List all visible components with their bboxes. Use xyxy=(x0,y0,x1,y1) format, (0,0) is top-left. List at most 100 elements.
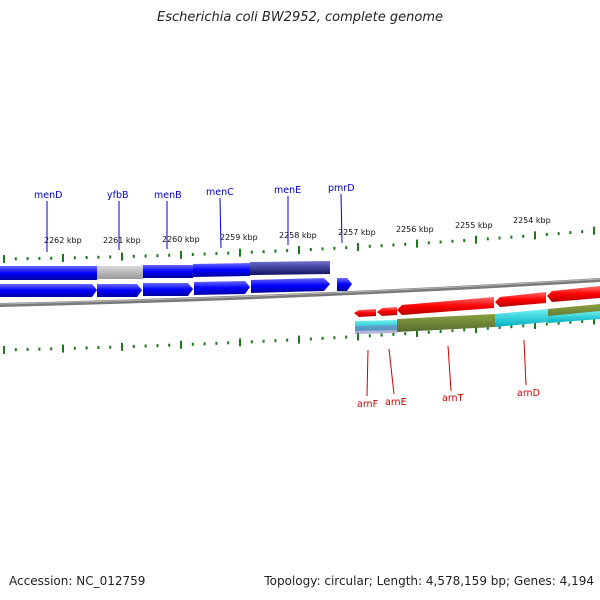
gene-block-arnt[interactable] xyxy=(397,314,495,332)
scale-tick xyxy=(522,234,525,238)
scale-tick xyxy=(3,254,5,263)
gene-block-mend[interactable] xyxy=(0,266,97,280)
tick-label: 2260 kbp xyxy=(162,235,200,244)
tick-labels: 2262 kbp 2261 kbp 2260 kbp 2259 kbp 2258… xyxy=(44,216,551,245)
gene-block-mene[interactable] xyxy=(250,261,330,275)
scale-tick xyxy=(203,252,206,256)
scale-tick xyxy=(486,237,489,241)
scale-tick xyxy=(50,256,53,260)
scale-tick xyxy=(121,342,123,351)
scale-tick xyxy=(569,231,572,235)
scale-tick xyxy=(569,320,572,324)
scale-tick xyxy=(439,329,442,333)
scale-tick xyxy=(498,326,501,330)
gene-arrow-arnd[interactable] xyxy=(495,292,546,307)
scale-tick xyxy=(427,330,430,334)
scale-tick xyxy=(475,325,477,334)
gene-label-yfbb[interactable]: yfbB xyxy=(107,190,129,201)
scale-tick xyxy=(250,250,253,254)
tick-label: 2254 kbp xyxy=(513,216,551,225)
gene-label-arnd[interactable]: arnD xyxy=(517,388,540,399)
gene-label-arnt[interactable]: arnT xyxy=(442,393,464,404)
scale-tick xyxy=(557,232,560,236)
scale-tick xyxy=(262,250,265,254)
scale-tick xyxy=(239,248,241,257)
gene-arrow-arnt[interactable] xyxy=(397,297,494,315)
scale-tick xyxy=(50,347,53,351)
gene-arrow-arnf[interactable] xyxy=(354,309,376,317)
gene-arrow-right[interactable] xyxy=(547,286,600,302)
gene-block-yfbb[interactable] xyxy=(97,266,143,279)
scale-tick xyxy=(85,346,88,350)
scale-tick xyxy=(121,252,123,261)
scale-tick xyxy=(439,240,442,244)
gene-arrow-mene[interactable] xyxy=(251,278,330,293)
scale-tick xyxy=(404,332,407,336)
scale-tick xyxy=(274,339,277,343)
topology-label: Topology: circular; Length: 4,578,159 bp… xyxy=(264,574,594,588)
scale-tick xyxy=(250,340,253,344)
scale-tick xyxy=(286,249,289,253)
scale-tick xyxy=(534,320,536,329)
tick-label: 2256 kbp xyxy=(396,225,434,234)
tick-label: 2261 kbp xyxy=(103,236,141,245)
scale-tick xyxy=(203,342,206,346)
scale-tick xyxy=(180,250,182,259)
gene-block-menb[interactable] xyxy=(143,265,193,278)
tick-label: 2257 kbp xyxy=(338,228,376,237)
gene-arrow-mend[interactable] xyxy=(0,284,97,297)
scale-tick xyxy=(191,342,194,346)
scale-tick xyxy=(132,254,135,258)
tick-row-bottom xyxy=(3,316,595,354)
scale-tick xyxy=(522,324,525,328)
scale-tick xyxy=(85,256,88,260)
scale-tick xyxy=(132,344,135,348)
scale-tick xyxy=(545,322,548,326)
gene-arrow-pmrd[interactable] xyxy=(337,278,352,291)
scale-tick xyxy=(321,336,324,340)
scale-tick xyxy=(298,335,300,344)
scale-tick xyxy=(545,232,548,236)
scale-tick xyxy=(368,244,371,248)
gene-label-arnf[interactable]: arnF xyxy=(357,399,378,410)
gene-arrow-arne[interactable] xyxy=(377,307,397,316)
scale-tick xyxy=(463,239,466,243)
scale-tick xyxy=(109,345,112,349)
gene-labels-reverse: arnF arnE arnT arnD xyxy=(357,339,540,410)
gene-label-arne[interactable]: arnE xyxy=(385,397,407,408)
gene-label-pmrd[interactable]: pmrD xyxy=(328,183,355,194)
scale-tick xyxy=(14,348,17,352)
gene-block-menc[interactable] xyxy=(193,263,250,277)
scale-tick xyxy=(333,246,336,250)
gene-arrow-menc[interactable] xyxy=(194,281,250,295)
scale-tick xyxy=(581,230,584,234)
scale-tick xyxy=(168,343,171,347)
gene-label-menc[interactable]: menC xyxy=(206,187,234,198)
scale-tick xyxy=(156,344,159,348)
gene-label-menb[interactable]: menB xyxy=(154,190,182,201)
scale-tick xyxy=(97,346,100,350)
scale-tick xyxy=(109,255,112,259)
tick-label: 2259 kbp xyxy=(220,233,258,242)
scale-tick xyxy=(309,337,312,341)
scale-tick xyxy=(262,339,265,343)
scale-tick xyxy=(14,257,17,261)
scale-tick xyxy=(380,244,383,248)
gene-arrow-yfbb[interactable] xyxy=(97,284,142,297)
gene-label-mend[interactable]: menD xyxy=(34,190,62,201)
accession-label: Accession: NC_012759 xyxy=(9,574,146,588)
gene-block-arnd[interactable] xyxy=(495,309,548,327)
scale-tick xyxy=(227,341,230,345)
gene-label-mene[interactable]: menE xyxy=(274,185,301,196)
scale-tick xyxy=(475,235,477,244)
tick-label: 2255 kbp xyxy=(455,221,493,230)
scale-tick xyxy=(156,254,159,258)
scale-tick xyxy=(3,345,5,354)
scale-tick xyxy=(180,340,182,349)
scale-tick xyxy=(97,255,100,259)
scale-tick xyxy=(510,235,513,239)
scale-tick xyxy=(73,256,76,260)
gene-arrow-menb[interactable] xyxy=(143,283,193,296)
scale-tick xyxy=(486,326,489,330)
